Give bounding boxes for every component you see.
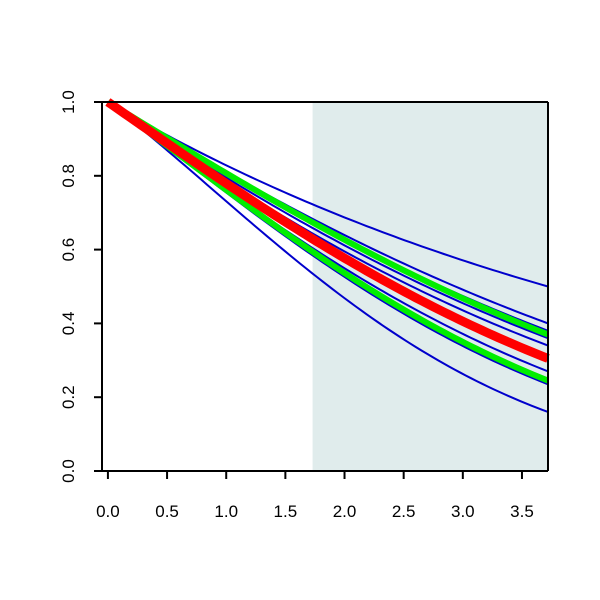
y-tick-label: 1.0 bbox=[59, 90, 78, 114]
x-tick-label: 3.0 bbox=[451, 502, 475, 521]
series-line-1 bbox=[107, 101, 549, 288]
series-line-9 bbox=[107, 101, 549, 413]
x-tick-label: 1.0 bbox=[214, 502, 238, 521]
y-tick-label: 0.6 bbox=[59, 238, 78, 262]
series-line-12 bbox=[105, 98, 550, 363]
x-tick-label: 3.5 bbox=[510, 502, 534, 521]
x-tick-label: 1.5 bbox=[274, 502, 298, 521]
axes-layer bbox=[101, 101, 549, 472]
y-tick-label: 0.2 bbox=[59, 385, 78, 409]
x-axis-ticks: 0.0 0.5 1.0 1.5 2.0 2.5 3.0 3.5 bbox=[96, 471, 534, 521]
y-tick-label: 0.4 bbox=[59, 312, 78, 336]
series-layer bbox=[105, 98, 550, 413]
x-tick-label: 0.5 bbox=[155, 502, 179, 521]
y-axis-ticks: 0.0 0.2 0.4 0.6 0.8 1.0 bbox=[59, 90, 102, 483]
series-line-10 bbox=[106, 99, 550, 338]
x-tick-label: 2.0 bbox=[333, 502, 357, 521]
y-tick-label: 0.0 bbox=[59, 459, 78, 483]
x-tick-label: 0.0 bbox=[96, 502, 120, 521]
y-tick-label: 0.8 bbox=[59, 164, 78, 188]
x-tick-label: 2.5 bbox=[392, 502, 416, 521]
